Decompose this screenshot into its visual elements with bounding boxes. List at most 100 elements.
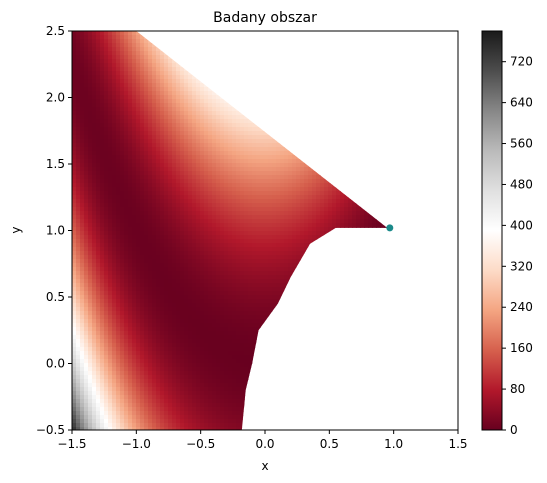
heatmap-cell xyxy=(260,151,265,156)
heatmap-cell xyxy=(268,143,273,148)
heatmap-cell xyxy=(244,95,249,100)
heatmap-cell xyxy=(84,291,89,296)
heatmap-cell xyxy=(136,39,141,44)
heatmap-cell xyxy=(128,287,133,292)
heatmap-cell xyxy=(160,287,165,292)
heatmap-cell xyxy=(236,291,241,296)
heatmap-cell xyxy=(160,31,165,36)
heatmap-cell xyxy=(120,123,125,128)
heatmap-cell xyxy=(100,407,105,412)
heatmap-cell xyxy=(140,355,145,360)
heatmap-cell xyxy=(200,139,205,144)
heatmap-cell xyxy=(124,215,129,220)
heatmap-cell xyxy=(196,247,201,252)
heatmap-cell xyxy=(136,287,141,292)
heatmap-cell xyxy=(180,323,185,328)
heatmap-cell xyxy=(188,195,193,200)
heatmap-cell xyxy=(164,407,169,412)
heatmap-cell xyxy=(176,315,181,320)
heatmap-cell xyxy=(212,399,217,404)
heatmap-cell xyxy=(216,255,221,260)
heatmap-cell xyxy=(100,119,105,124)
heatmap-cell xyxy=(120,171,125,176)
heatmap-cell xyxy=(156,251,161,256)
heatmap-cell xyxy=(232,79,237,84)
heatmap-cell xyxy=(216,63,221,68)
heatmap-cell xyxy=(232,271,237,276)
heatmap-cell xyxy=(128,147,133,152)
heatmap-cell xyxy=(156,267,161,272)
heatmap-cell xyxy=(240,419,245,424)
heatmap-cell xyxy=(156,111,161,116)
heatmap-cell xyxy=(128,363,133,368)
heatmap-cell xyxy=(240,203,245,208)
heatmap-cell xyxy=(140,383,145,388)
heatmap-cell xyxy=(268,135,273,140)
heatmap-cell xyxy=(184,327,189,332)
heatmap-cell xyxy=(216,295,221,300)
heatmap-cell xyxy=(108,311,113,316)
heatmap-cell xyxy=(224,239,229,244)
heatmap-cell xyxy=(192,79,197,84)
heatmap-cell xyxy=(188,107,193,112)
heatmap-cell xyxy=(220,355,225,360)
heatmap-cell xyxy=(132,147,137,152)
heatmap-cell xyxy=(116,287,121,292)
heatmap-cell xyxy=(120,107,125,112)
heatmap-cell xyxy=(224,275,229,280)
heatmap-cell xyxy=(264,343,269,348)
heatmap-cell xyxy=(108,359,113,364)
heatmap-cell xyxy=(252,375,257,380)
heatmap-cell xyxy=(236,407,241,412)
heatmap-cell xyxy=(176,179,181,184)
heatmap-cell xyxy=(256,299,261,304)
heatmap-cell xyxy=(200,255,205,260)
heatmap-cell xyxy=(236,367,241,372)
heatmap-cell xyxy=(100,323,105,328)
heatmap-cell xyxy=(188,51,193,56)
heatmap-cell xyxy=(160,111,165,116)
heatmap-cell xyxy=(204,71,209,76)
heatmap-cell xyxy=(248,127,253,132)
heatmap-cell xyxy=(204,163,209,168)
heatmap-cell xyxy=(260,415,265,420)
heatmap-cell xyxy=(200,147,205,152)
heatmap-cell xyxy=(168,179,173,184)
heatmap-cell xyxy=(212,295,217,300)
heatmap-cell xyxy=(192,379,197,384)
heatmap-cell xyxy=(164,271,169,276)
heatmap-cell xyxy=(264,311,269,316)
heatmap-cell xyxy=(76,311,81,316)
heatmap-cell xyxy=(148,103,153,108)
heatmap-cell xyxy=(180,203,185,208)
heatmap-cell xyxy=(220,307,225,312)
heatmap-cell xyxy=(196,267,201,272)
heatmap-cell xyxy=(100,167,105,172)
heatmap-cell xyxy=(248,167,253,172)
heatmap-cell xyxy=(204,259,209,264)
heatmap-cell xyxy=(156,163,161,168)
heatmap-cell xyxy=(152,347,157,352)
heatmap-cell xyxy=(256,327,261,332)
heatmap-cell xyxy=(220,371,225,376)
heatmap-cell xyxy=(156,99,161,104)
heatmap-cell xyxy=(240,275,245,280)
heatmap-cell xyxy=(192,99,197,104)
heatmap-cell xyxy=(236,271,241,276)
heatmap-cell xyxy=(140,123,145,128)
heatmap-cell xyxy=(140,51,145,56)
heatmap-cell xyxy=(220,243,225,248)
heatmap-cell xyxy=(136,211,141,216)
heatmap-cell xyxy=(232,179,237,184)
heatmap-cell xyxy=(192,259,197,264)
heatmap-cell xyxy=(228,163,233,168)
heatmap-cell xyxy=(212,107,217,112)
heatmap-cell xyxy=(72,135,77,140)
heatmap-cell xyxy=(256,83,261,88)
heatmap-cell xyxy=(164,415,169,420)
heatmap-cell xyxy=(76,99,81,104)
heatmap-cell xyxy=(132,203,137,208)
heatmap-cell xyxy=(240,139,245,144)
heatmap-cell xyxy=(100,359,105,364)
heatmap-cell xyxy=(244,87,249,92)
